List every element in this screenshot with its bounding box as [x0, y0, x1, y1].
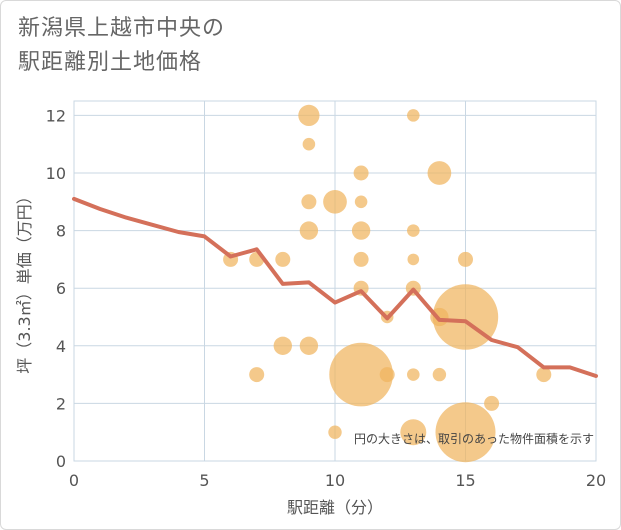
- bubble-point-13: [354, 195, 368, 209]
- bubble-point-5: [298, 104, 320, 127]
- x-axis-label: 駅距離（分）: [287, 498, 383, 517]
- bubble-point-25: [400, 419, 427, 446]
- bubbles-layer: [223, 104, 552, 463]
- y-tick-label-6: 6: [56, 279, 66, 298]
- trend-line: [72, 196, 598, 378]
- bubble-point-24: [407, 368, 420, 381]
- y-tick-label-8: 8: [56, 222, 66, 241]
- bubble-point-14: [351, 221, 371, 240]
- bubble-point-31: [435, 402, 496, 463]
- bubble-point-22: [407, 253, 420, 266]
- bubble-point-21: [407, 224, 420, 237]
- x-tick-label-15: 15: [455, 471, 475, 490]
- x-tick-labels: 0 5 10 15 20: [69, 471, 606, 490]
- bubble-point-15: [353, 251, 369, 267]
- bubble-point-28: [432, 367, 447, 382]
- bubble-point-10: [323, 189, 347, 214]
- chart-title: 新潟県上越市中央の 駅距離別土地価格: [18, 12, 225, 80]
- y-tick-label-0: 0: [56, 452, 66, 471]
- y-axis-label: 坪（3.3㎡）単価（万円）: [15, 188, 34, 373]
- bubble-point-20: [407, 109, 420, 122]
- bubble-point-29: [458, 251, 473, 267]
- bubble-point-26: [427, 161, 452, 185]
- x-tick-label-0: 0: [69, 471, 79, 490]
- bubble-point-33: [536, 367, 552, 383]
- y-tick-label-10: 10: [46, 164, 66, 183]
- bubble-point-12: [353, 165, 369, 181]
- x-tick-label-5: 5: [199, 471, 209, 490]
- bubble-point-17: [329, 342, 393, 407]
- bubble-point-8: [299, 221, 319, 240]
- plot-area-border: [73, 100, 597, 462]
- bubble-point-32: [484, 395, 500, 411]
- bubble-point-6: [302, 137, 316, 151]
- bubble-size-note: 円の大きさは、取引のあった物件面積を示す: [354, 431, 594, 446]
- bubble-point-2: [249, 367, 265, 383]
- bubble-point-4: [273, 336, 292, 355]
- y-tick-label-12: 12: [46, 106, 66, 125]
- y-tick-label-2: 2: [56, 394, 66, 413]
- bubble-point-9: [299, 336, 319, 355]
- chart-title-line-2: 駅距離別土地価格: [18, 50, 203, 75]
- chart-title-line-1: 新潟県上越市中央の: [18, 16, 226, 41]
- x-tick-label-10: 10: [325, 471, 345, 490]
- bubble-point-19: [379, 367, 395, 383]
- bubble-point-7: [301, 194, 317, 210]
- bubble-point-11: [328, 425, 342, 439]
- x-tick-label-20: 20: [586, 471, 606, 490]
- grid-lines: [73, 101, 597, 462]
- y-tick-label-4: 4: [56, 337, 66, 356]
- bubble-point-3: [275, 251, 291, 267]
- y-tick-labels: 0 2 4 6 8 10 12: [46, 106, 66, 471]
